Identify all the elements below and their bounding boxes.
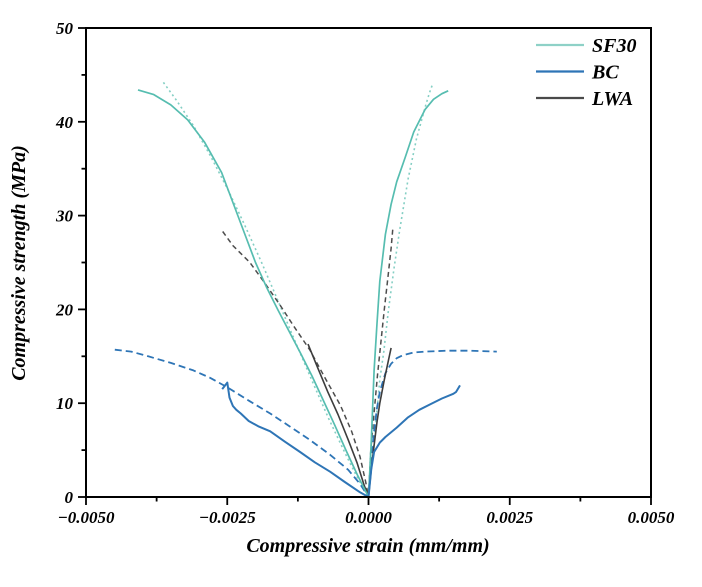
y-tick-label: 10 xyxy=(56,394,74,413)
series-BC-solid-right xyxy=(367,384,461,498)
x-tick-label: 0.0025 xyxy=(486,508,533,527)
series-LWA-solid-left xyxy=(307,343,370,498)
y-tick-label: 40 xyxy=(55,113,74,132)
series-BC-dashed-left xyxy=(114,348,370,498)
series-SF30-solid-left xyxy=(137,89,370,498)
axis-ticks xyxy=(78,27,652,505)
x-tick-label: −0.0050 xyxy=(57,508,115,527)
y-tick-label: 30 xyxy=(55,207,74,226)
series-BC-dashed-right xyxy=(367,349,497,498)
series-SF30-dashed-left xyxy=(162,81,370,498)
series-BC-solid-left xyxy=(221,381,369,498)
x-axis-title: Compressive strain (mm/mm) xyxy=(246,535,489,557)
y-tick-label: 50 xyxy=(56,19,74,38)
series-LWA-dashed-left xyxy=(222,231,370,498)
legend-label-SF30: SF30 xyxy=(592,35,636,57)
series-SF30-solid-right xyxy=(367,90,449,498)
y-tick-label: 0 xyxy=(65,488,74,507)
series-SF30-dashed-right xyxy=(367,83,434,498)
legend-label-BC: BC xyxy=(591,62,619,84)
y-axis-title: Compressive strength (MPa) xyxy=(8,145,30,381)
x-tick-label: 0.0000 xyxy=(345,508,392,527)
x-tick-label: −0.0025 xyxy=(199,508,257,527)
y-tick-label: 20 xyxy=(55,300,74,319)
legend-label-LWA: LWA xyxy=(591,88,633,110)
x-tick-label: 0.0050 xyxy=(628,508,675,527)
legend: SF30 BC LWA xyxy=(536,35,636,110)
series-lines xyxy=(114,81,497,498)
tick-labels: −0.0050 −0.0025 0.0000 0.0025 0.0050 0 10 20 30 4… xyxy=(55,19,675,527)
